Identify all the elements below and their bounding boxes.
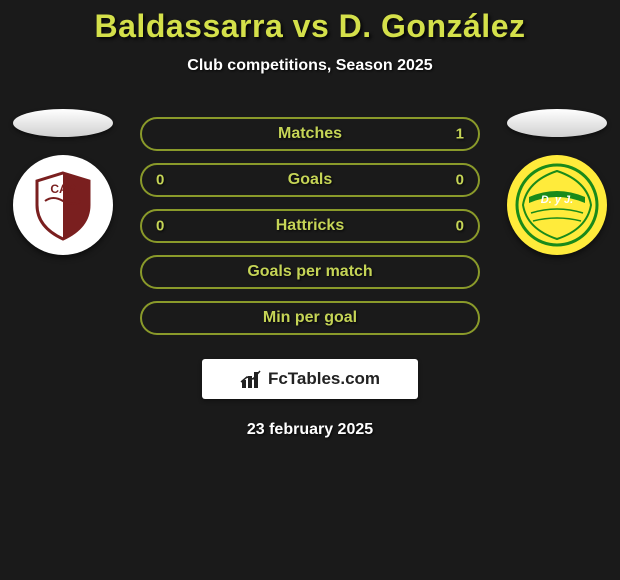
stat-row-goals: 0 Goals 0 — [140, 163, 480, 197]
cap-shield-icon: CAP — [23, 165, 103, 245]
dyj-shield-icon: D. y J. — [513, 161, 601, 249]
stat-right-value: 1 — [456, 126, 464, 143]
player-right-avatar-placeholder — [507, 109, 607, 137]
svg-text:D. y J.: D. y J. — [541, 194, 573, 206]
team-badge-right: D. y J. — [507, 155, 607, 255]
stat-right-value: 0 — [456, 172, 464, 189]
branding-box[interactable]: FcTables.com — [202, 359, 418, 399]
player-right-column: D. y J. — [502, 109, 612, 255]
date-text: 23 february 2025 — [0, 421, 620, 439]
stat-row-hattricks: 0 Hattricks 0 — [140, 209, 480, 243]
stat-row-min-per-goal: Min per goal — [140, 301, 480, 335]
stat-rows: Matches 1 0 Goals 0 0 Hattricks 0 Goals … — [140, 117, 480, 335]
stat-label: Min per goal — [263, 309, 357, 327]
stat-label: Goals — [288, 171, 332, 189]
stat-row-matches: Matches 1 — [140, 117, 480, 151]
branding-text: FcTables.com — [268, 369, 380, 389]
svg-text:CAP: CAP — [50, 182, 75, 196]
stat-label: Matches — [278, 125, 342, 143]
stat-left-value: 0 — [156, 172, 164, 189]
subtitle: Club competitions, Season 2025 — [0, 57, 620, 75]
stats-area: CAP D. y J. Matches — [0, 117, 620, 439]
bar-chart-icon — [240, 368, 262, 390]
player-left-avatar-placeholder — [13, 109, 113, 137]
stat-row-goals-per-match: Goals per match — [140, 255, 480, 289]
stat-right-value: 0 — [456, 218, 464, 235]
stat-left-value: 0 — [156, 218, 164, 235]
stat-label: Hattricks — [276, 217, 344, 235]
page-title: Baldassarra vs D. González — [0, 8, 620, 45]
team-badge-left: CAP — [13, 155, 113, 255]
player-left-column: CAP — [8, 109, 118, 255]
stat-label: Goals per match — [247, 263, 372, 281]
comparison-card: Baldassarra vs D. González Club competit… — [0, 0, 620, 439]
